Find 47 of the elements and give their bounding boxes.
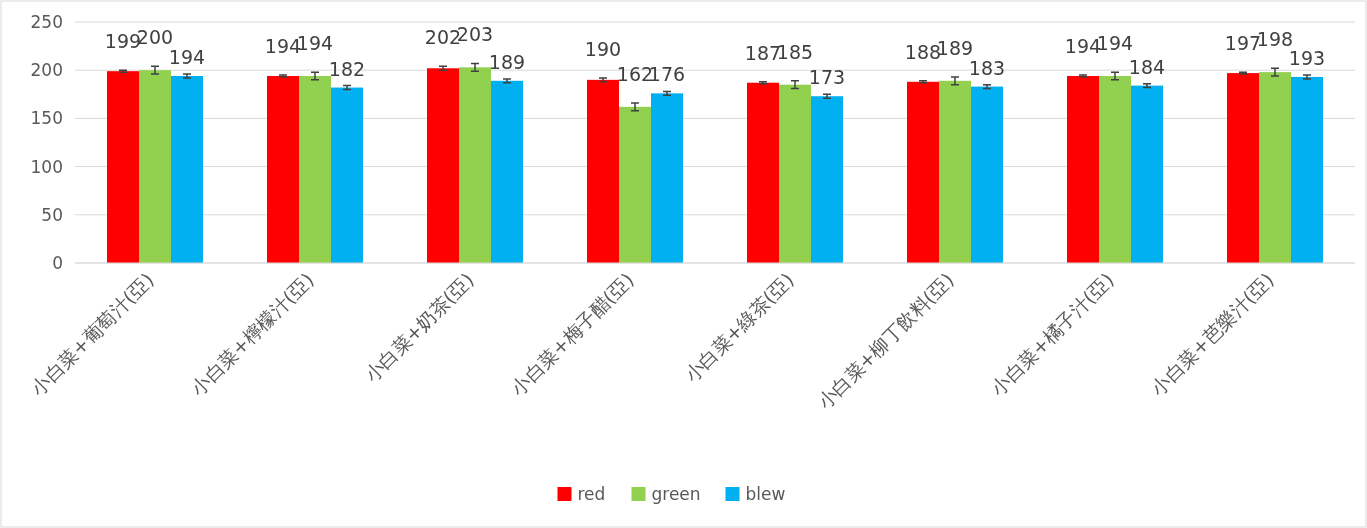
x-tick-label: 小白菜+綠茶(亞): [679, 268, 798, 387]
bar: [427, 68, 459, 263]
x-tick-label: 小白菜+橘子汁(亞): [986, 268, 1118, 400]
y-tick-label: 100: [30, 156, 63, 177]
bar: [587, 79, 619, 263]
bar: [1227, 73, 1259, 263]
bar: [491, 80, 523, 263]
bar: [619, 106, 651, 263]
bar: [971, 86, 1003, 263]
legend-label: blew: [745, 484, 786, 504]
bar: [107, 71, 139, 263]
bar: [459, 67, 491, 263]
y-tick-label: 200: [30, 60, 63, 81]
bar: [1131, 85, 1163, 263]
data-label: 189: [488, 50, 526, 73]
bar: [1099, 75, 1131, 263]
bar: [1259, 72, 1291, 263]
bar: [139, 70, 171, 263]
bar: [1067, 75, 1099, 263]
data-label: 193: [1288, 47, 1326, 70]
bar: [939, 80, 971, 263]
x-tick-label: 小白菜+檸檬汁(亞): [186, 268, 318, 400]
y-tick-label: 50: [41, 204, 63, 225]
bar: [651, 93, 683, 263]
legend-label: red: [577, 484, 606, 504]
bar: [811, 96, 843, 263]
data-label: 182: [328, 57, 366, 80]
bar: [747, 82, 779, 263]
x-tick-label: 小白菜+柳丁飲料(亞): [813, 268, 958, 414]
bar: [171, 75, 203, 263]
x-tick-label: 小白菜+芭樂汁(亞): [1146, 268, 1278, 400]
data-label: 184: [1128, 55, 1166, 78]
data-label: 190: [584, 37, 622, 60]
bar: [267, 75, 299, 263]
data-label: 183: [968, 56, 1006, 79]
x-tick-label: 小白菜+梅子醋(亞): [506, 268, 638, 400]
y-tick-label: 150: [30, 108, 63, 129]
bar: [331, 87, 363, 263]
bar: [907, 81, 939, 263]
data-label: 194: [168, 46, 206, 69]
legend-label: green: [651, 484, 701, 504]
bar: [779, 84, 811, 263]
bar: [1291, 76, 1323, 263]
bar: [299, 75, 331, 263]
x-tick-label: 小白菜+奶茶(亞): [359, 268, 478, 387]
data-label: 173: [808, 66, 846, 89]
y-tick-label: 250: [30, 12, 63, 32]
